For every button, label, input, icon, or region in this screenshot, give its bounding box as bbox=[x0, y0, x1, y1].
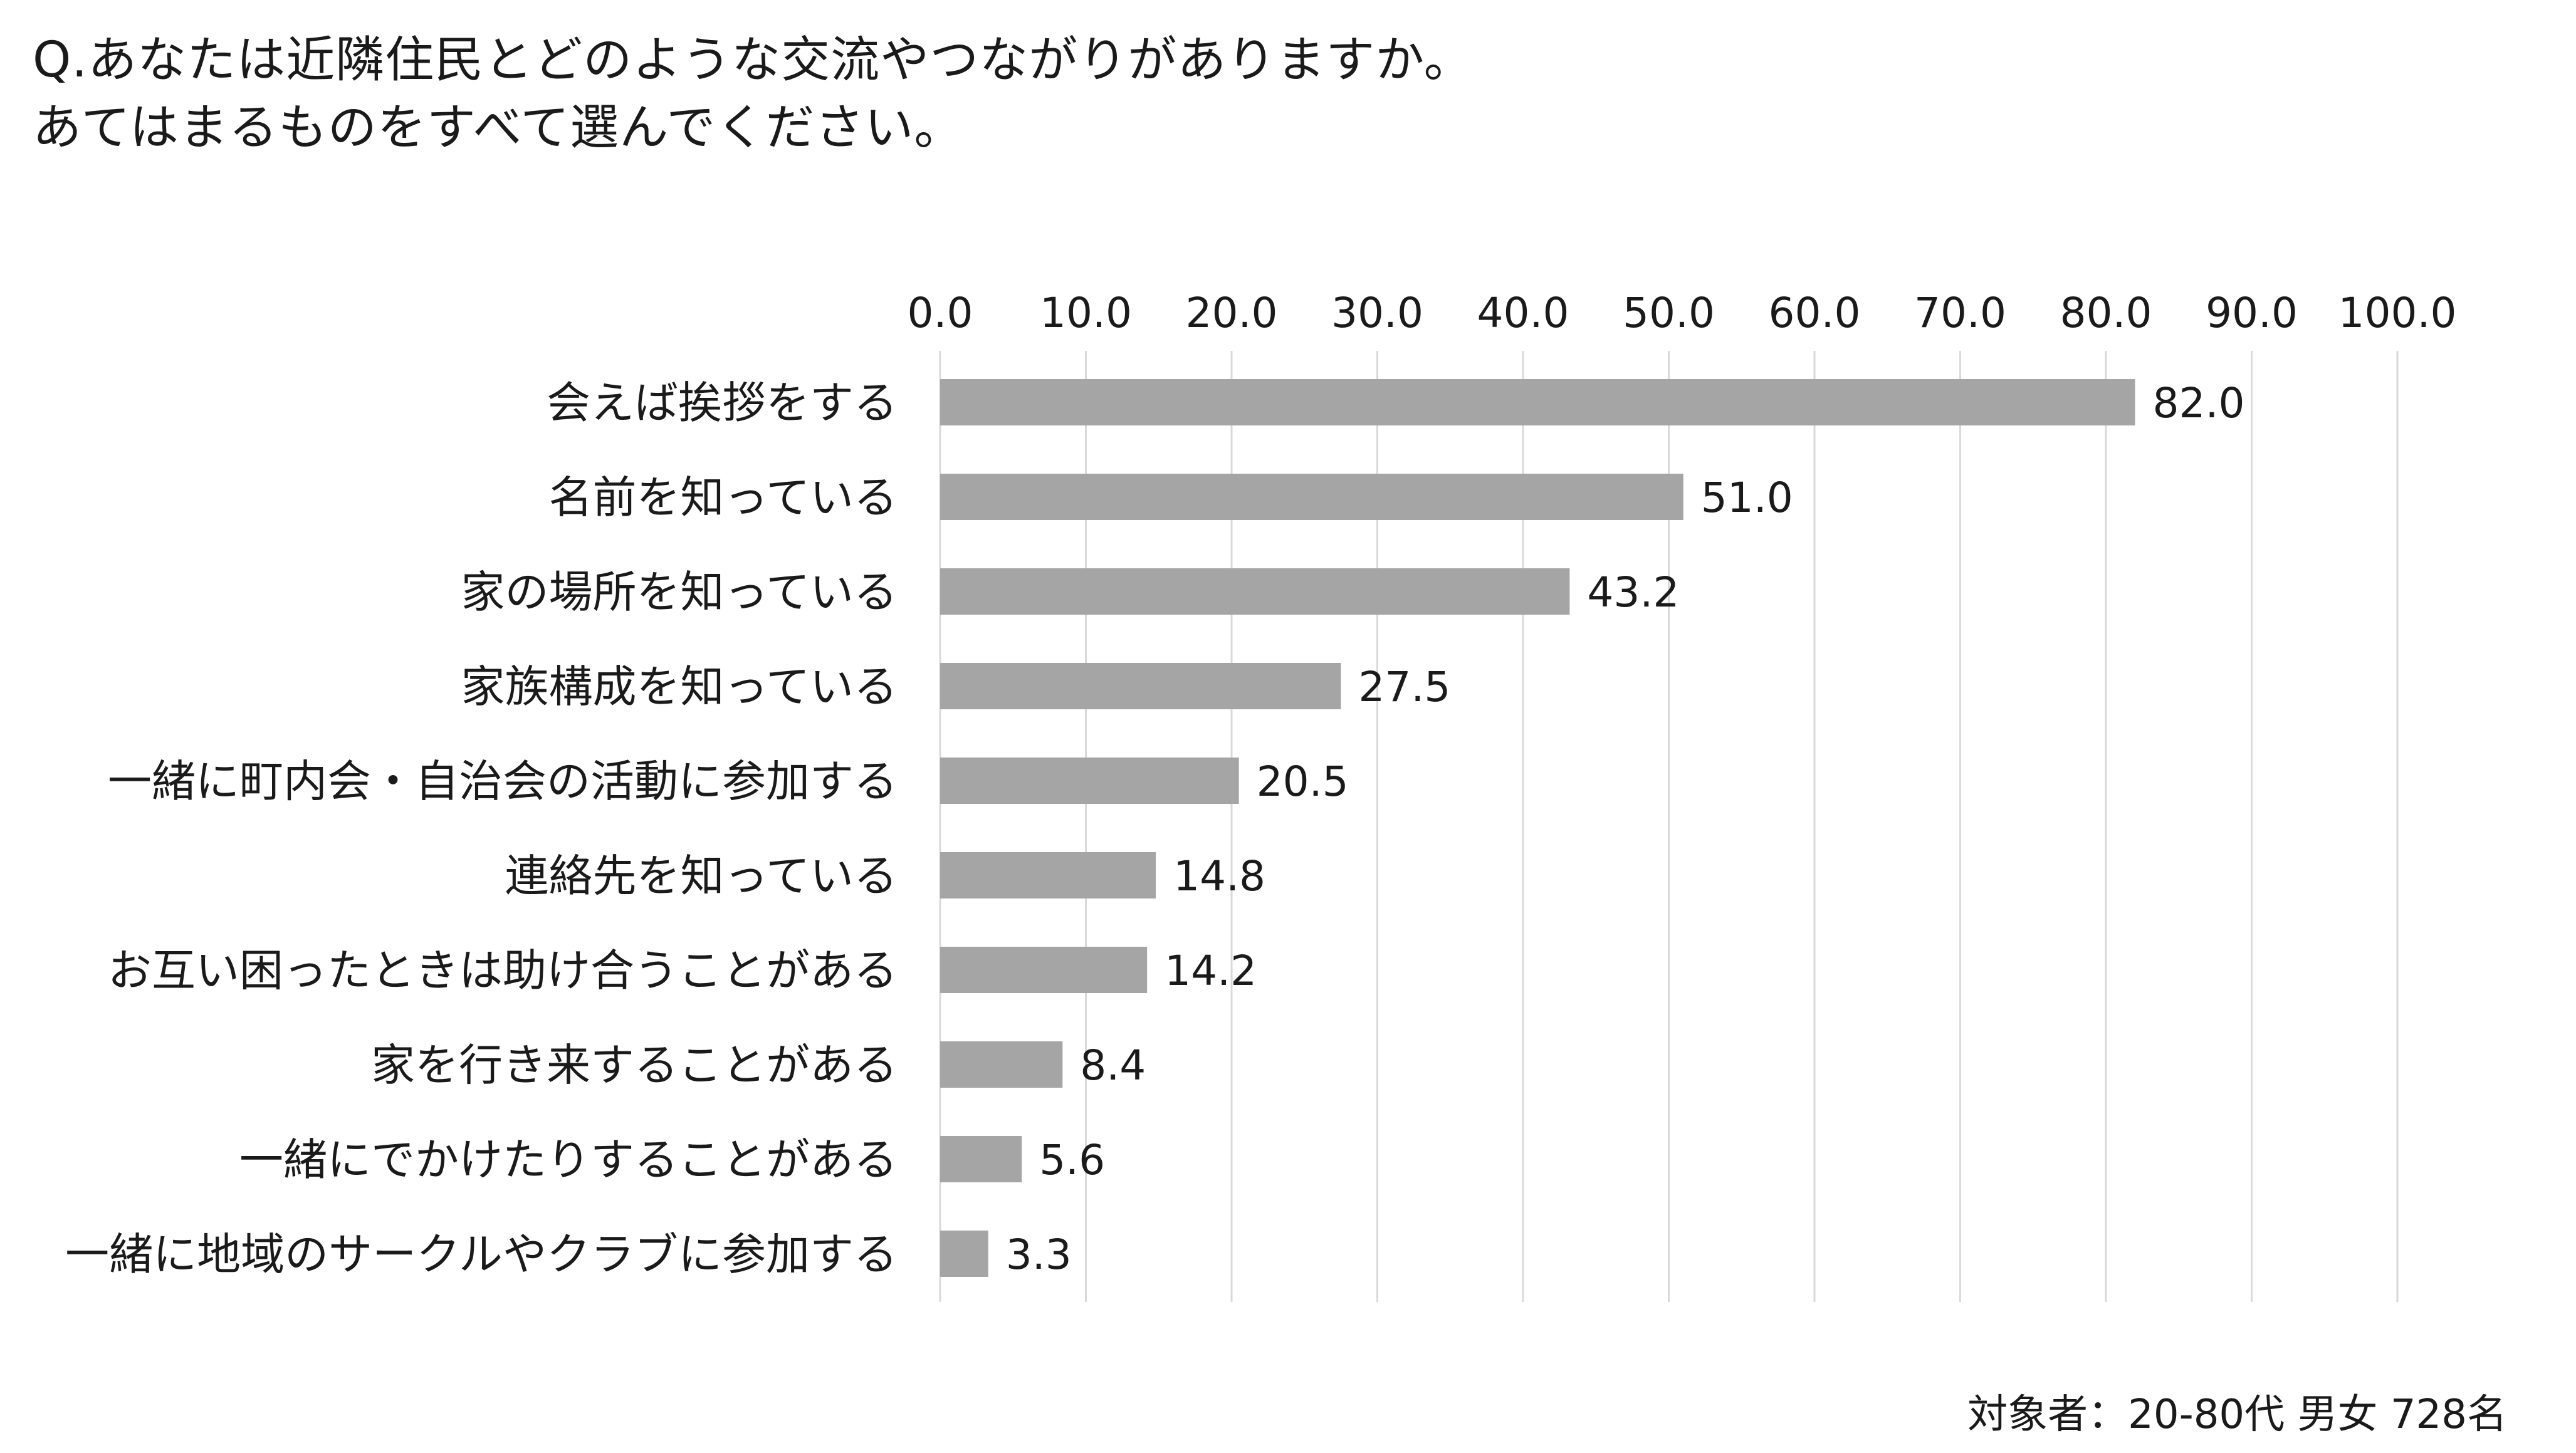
x-tick-label: 90.0 bbox=[2206, 289, 2298, 337]
data-label: 51.0 bbox=[1701, 474, 1793, 522]
x-tick-label: 20.0 bbox=[1186, 289, 1278, 337]
bar bbox=[940, 663, 1341, 709]
x-tick-label: 80.0 bbox=[2060, 289, 2152, 337]
bar bbox=[940, 947, 1148, 993]
data-label: 5.6 bbox=[1039, 1136, 1105, 1184]
x-tick-label: 50.0 bbox=[1623, 289, 1715, 337]
data-label: 14.2 bbox=[1165, 947, 1257, 995]
x-tick-label: 10.0 bbox=[1040, 289, 1132, 337]
bar bbox=[940, 1136, 1022, 1182]
x-tick-label: 30.0 bbox=[1331, 289, 1423, 337]
x-tick-label: 0.0 bbox=[908, 289, 973, 337]
x-tick-label: 60.0 bbox=[1769, 289, 1861, 337]
category-label: 会えば挨拶をする bbox=[547, 377, 898, 429]
category-label: 家族構成を知っている bbox=[461, 661, 898, 712]
category-label: 一緒に地域のサークルやクラブに参加する bbox=[65, 1229, 898, 1280]
category-label: 一緒に町内会・自治会の活動に参加する bbox=[108, 756, 898, 807]
bar bbox=[940, 852, 1156, 898]
x-tick-label: 40.0 bbox=[1477, 289, 1569, 337]
category-label: 名前を知っている bbox=[549, 472, 898, 523]
bar bbox=[940, 379, 2135, 425]
question-line-2: あてはまるものをすべて選んでください。 bbox=[33, 100, 964, 156]
respondent-note: 対象者：20-80代 男女 728名 bbox=[1967, 1392, 2507, 1438]
bar bbox=[940, 758, 1239, 804]
data-label: 8.4 bbox=[1080, 1041, 1146, 1090]
x-tick-label: 100.0 bbox=[2338, 289, 2457, 337]
question-title: Q.あなたは近隣住民とどのような交流やつながりがありますか。 あてはまるものをす… bbox=[33, 26, 1474, 162]
bar bbox=[940, 1231, 988, 1277]
data-label: 82.0 bbox=[2153, 379, 2245, 427]
category-label: お互い困ったときは助け合うことがある bbox=[108, 945, 898, 996]
data-label: 20.5 bbox=[1257, 758, 1349, 806]
bar bbox=[940, 568, 1570, 615]
data-label: 43.2 bbox=[1587, 568, 1679, 617]
category-label: 家の場所を知っている bbox=[461, 566, 898, 618]
category-label: 一緒にでかけたりすることがある bbox=[239, 1134, 898, 1185]
category-label: 連絡先を知っている bbox=[505, 850, 898, 902]
data-label: 14.8 bbox=[1173, 852, 1265, 900]
x-tick-label: 70.0 bbox=[1914, 289, 2006, 337]
data-label: 27.5 bbox=[1358, 663, 1450, 711]
data-label: 3.3 bbox=[1006, 1231, 1072, 1279]
bar bbox=[940, 474, 1683, 520]
category-label: 家を行き来することがある bbox=[371, 1039, 898, 1091]
question-line-1: Q.あなたは近隣住民とどのような交流やつながりがありますか。 bbox=[33, 32, 1474, 88]
bar bbox=[940, 1041, 1063, 1088]
